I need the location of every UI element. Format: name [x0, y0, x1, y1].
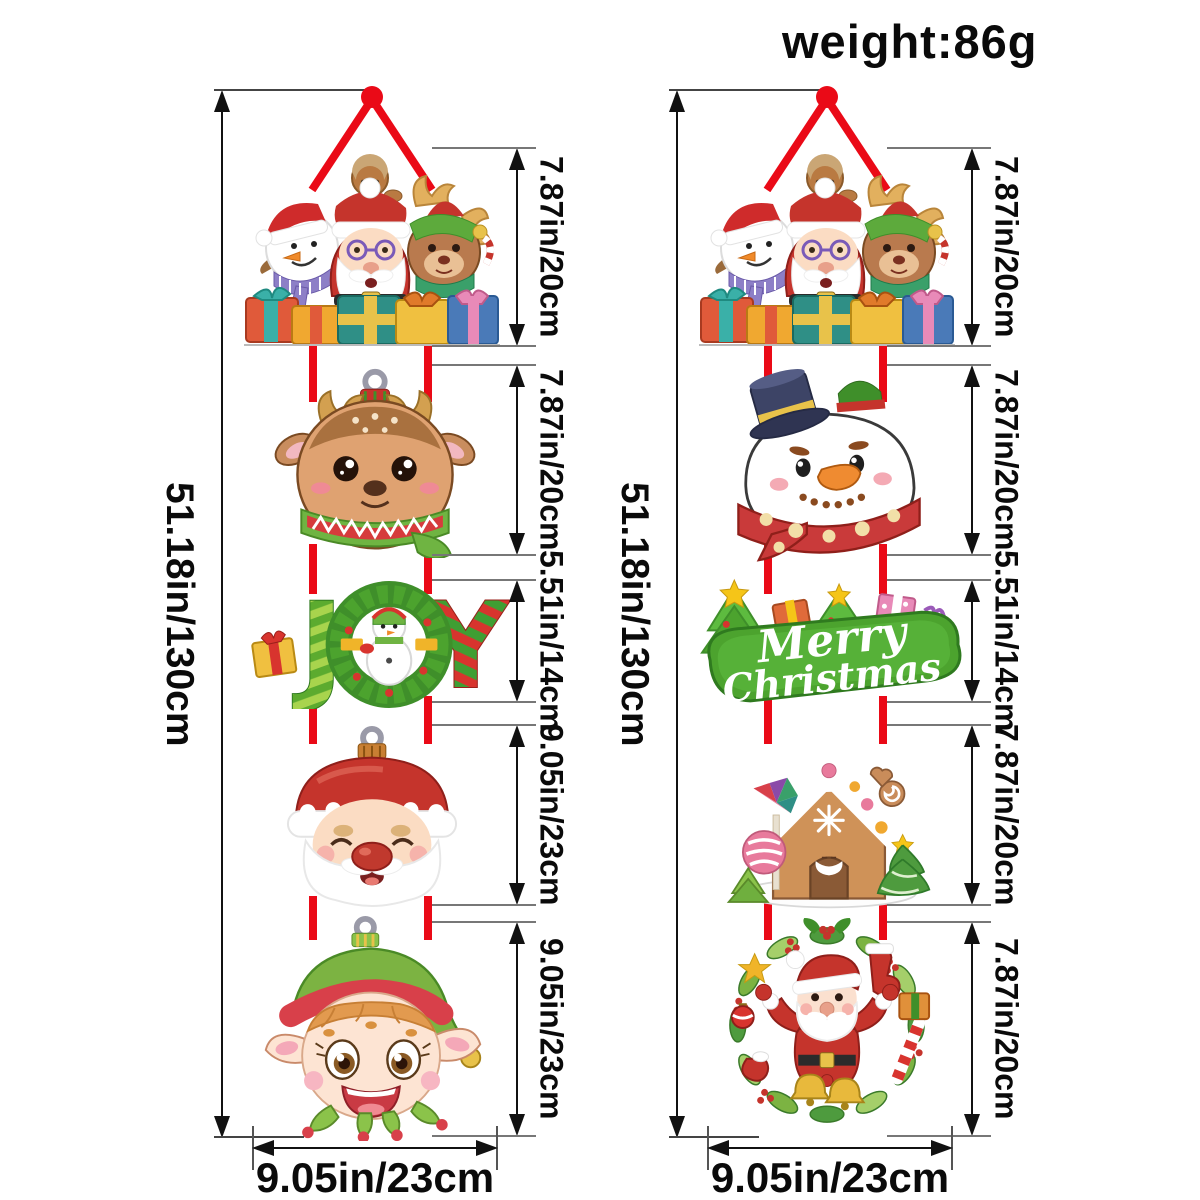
panel-size-arrow [963, 148, 981, 346]
panel-size-label: 5.51in/14cm [988, 550, 1025, 732]
hanging-ribbon [879, 544, 887, 594]
hanging-ribbon [879, 340, 887, 402]
hanging-ribbon [309, 896, 317, 940]
panel-joy-sign: J Y [236, 578, 514, 709]
holly-icon [803, 918, 851, 940]
panel-size-label: 5.51in/14cm [533, 550, 570, 732]
total-height-label: 51.18in/130cm [158, 481, 201, 747]
tree-icon [876, 833, 931, 897]
panel-size-arrow [963, 725, 981, 905]
hanging-ribbon [424, 896, 432, 940]
width-label: 9.05in/23cm [710, 1154, 950, 1200]
total-height-arrow [213, 90, 231, 1138]
gift-icon [898, 992, 931, 1021]
panel-size-arrow [508, 580, 526, 702]
hanging-string [763, 96, 891, 192]
top-hat-icon [749, 369, 830, 440]
hanging-ribbon [424, 340, 432, 402]
panel-santa-wreath [703, 918, 951, 1136]
panel-size-label: 7.87in/20cm [988, 369, 1025, 551]
joy-wreath [325, 581, 453, 708]
bells-icon [789, 1073, 866, 1111]
hanging-ribbon [879, 696, 887, 744]
total-height-label: 51.18in/130cm [613, 481, 656, 747]
snowflake-icon [813, 804, 845, 837]
panel-reindeer-head-ornament [262, 366, 488, 558]
hanging-hook-dot [361, 86, 383, 108]
panel-santa-snowman-reindeer-gifts [695, 146, 959, 348]
width-arrow [707, 1139, 953, 1157]
joy-gift [251, 630, 298, 678]
ornament-icon [730, 1003, 755, 1029]
panel-gingerbread-house [718, 728, 940, 910]
width-label: 9.05in/23cm [255, 1154, 495, 1200]
panel-snowman-head-ornament [718, 366, 940, 562]
weight-label: weight:86g [782, 15, 1038, 68]
hanging-ribbon [309, 544, 317, 594]
panel-size-label: 9.05in/23cm [533, 724, 570, 906]
panel-size-arrow [963, 580, 981, 702]
hanging-ribbon [424, 544, 432, 594]
hanging-ribbon [764, 340, 772, 402]
joy-letter-j: J [293, 578, 344, 709]
panel-elf-head-ornament [258, 916, 488, 1141]
hanging-string [308, 96, 436, 192]
hanging-ribbon [309, 340, 317, 402]
panel-santa-snowman-reindeer-gifts [240, 146, 504, 348]
panel-size-label: 7.87in/20cm [988, 938, 1025, 1120]
panel-size-arrow [508, 365, 526, 555]
panel-size-arrow [963, 922, 981, 1136]
hanging-ribbon [764, 696, 772, 744]
width-arrow [252, 1139, 498, 1157]
panel-size-arrow [963, 365, 981, 555]
hanging-hook-dot [816, 86, 838, 108]
star-icon [737, 952, 772, 984]
santa-center [755, 950, 899, 1086]
panel-size-label: 7.87in/20cm [988, 156, 1025, 338]
mitten-icon [741, 1051, 770, 1082]
snowman-friend [255, 203, 339, 315]
panel-size-label: 9.05in/23cm [533, 938, 570, 1120]
panel-size-arrow [508, 725, 526, 905]
hanging-ribbon [309, 696, 317, 744]
hanging-ribbon [764, 544, 772, 594]
panel-size-arrow [508, 922, 526, 1136]
panel-santa-face-ornament [266, 726, 478, 908]
panel-size-label: 7.87in/20cm [533, 369, 570, 551]
gift-boxes [245, 287, 499, 345]
panel-size-label: 7.87in/20cm [988, 724, 1025, 906]
hanging-ribbon [424, 696, 432, 744]
hanging-ribbon [764, 896, 772, 940]
panel-size-label: 7.87in/20cm [533, 156, 570, 338]
hanging-ribbon [879, 896, 887, 940]
panel-merry-christmas-sign: Merry Christmas [690, 578, 968, 709]
total-height-arrow [668, 90, 686, 1138]
panel-size-arrow [508, 148, 526, 346]
